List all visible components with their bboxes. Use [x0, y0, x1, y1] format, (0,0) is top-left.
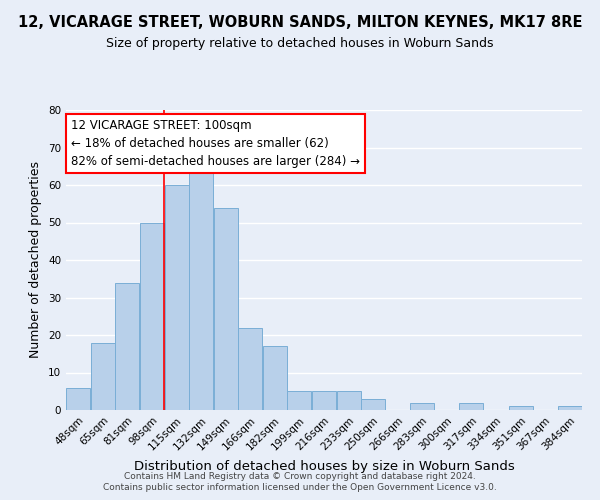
- Bar: [410, 402, 434, 410]
- Y-axis label: Number of detached properties: Number of detached properties: [29, 162, 43, 358]
- Bar: [115, 282, 139, 410]
- Bar: [287, 391, 311, 410]
- X-axis label: Distribution of detached houses by size in Woburn Sands: Distribution of detached houses by size …: [134, 460, 514, 473]
- Bar: [557, 406, 582, 410]
- Bar: [189, 170, 213, 410]
- Text: Contains HM Land Registry data © Crown copyright and database right 2024.
Contai: Contains HM Land Registry data © Crown c…: [103, 472, 497, 492]
- Bar: [509, 406, 533, 410]
- Bar: [91, 342, 115, 410]
- Bar: [263, 346, 287, 410]
- Bar: [66, 388, 91, 410]
- Bar: [312, 391, 336, 410]
- Bar: [361, 399, 385, 410]
- Bar: [140, 222, 164, 410]
- Bar: [214, 208, 238, 410]
- Bar: [337, 391, 361, 410]
- Text: 12 VICARAGE STREET: 100sqm
← 18% of detached houses are smaller (62)
82% of semi: 12 VICARAGE STREET: 100sqm ← 18% of deta…: [71, 119, 360, 168]
- Bar: [460, 402, 484, 410]
- Bar: [238, 328, 262, 410]
- Bar: [164, 185, 188, 410]
- Text: 12, VICARAGE STREET, WOBURN SANDS, MILTON KEYNES, MK17 8RE: 12, VICARAGE STREET, WOBURN SANDS, MILTO…: [18, 15, 582, 30]
- Text: Size of property relative to detached houses in Woburn Sands: Size of property relative to detached ho…: [106, 38, 494, 51]
